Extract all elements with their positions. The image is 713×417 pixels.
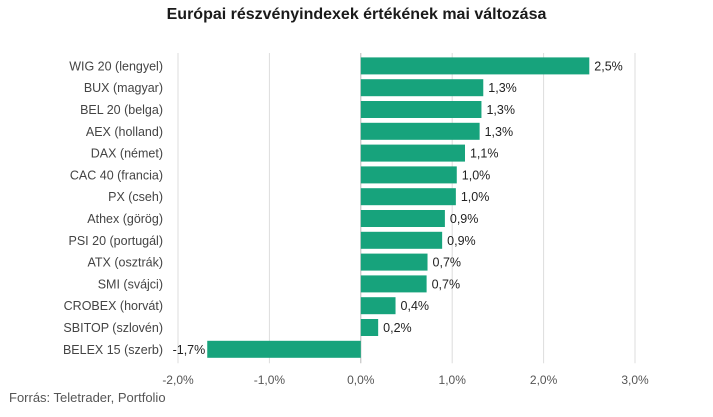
bar xyxy=(360,231,443,249)
labels: -2,0% -1,0% 0,0% 1,0% 2,0% 3,0% WIG 20 (lengye… xyxy=(63,59,649,387)
category-label: PX (cseh) xyxy=(108,190,163,204)
bar xyxy=(360,144,465,162)
category-label: SMI (svájci) xyxy=(98,277,163,291)
category-label: AEX (holland) xyxy=(86,125,163,139)
bar xyxy=(360,319,379,336)
bar xyxy=(360,188,456,206)
category-label: Athex (görög) xyxy=(87,212,163,226)
value-label: 0,2% xyxy=(383,321,412,335)
x-tick-label: 1,0% xyxy=(439,373,467,387)
category-label: ATX (osztrák) xyxy=(88,256,163,270)
value-label: 1,1% xyxy=(470,147,499,161)
bar xyxy=(360,57,590,75)
value-label: 1,3% xyxy=(486,103,515,117)
bar xyxy=(360,297,396,315)
value-label: 0,9% xyxy=(447,234,476,248)
value-label: 1,0% xyxy=(462,168,491,182)
bar xyxy=(360,253,428,271)
category-label: BEL 20 (belga) xyxy=(80,103,163,117)
bar xyxy=(207,340,361,358)
category-label: SBITOP (szlovén) xyxy=(63,321,163,335)
category-label: BUX (magyar) xyxy=(84,81,163,95)
category-label: BELEX 15 (szerb) xyxy=(63,343,163,357)
category-label: CROBEX (horvát) xyxy=(64,299,163,313)
x-tick-label: 3,0% xyxy=(621,373,649,387)
category-label: DAX (német) xyxy=(91,147,163,161)
bar xyxy=(360,79,484,97)
bar xyxy=(360,166,457,184)
x-tick-label: 0,0% xyxy=(347,373,375,387)
x-tick-label: 2,0% xyxy=(530,373,558,387)
chart-title: Európai részvényindexek értékének mai vá… xyxy=(166,6,547,23)
bars xyxy=(207,57,590,358)
category-label: CAC 40 (francia) xyxy=(70,168,163,182)
bar xyxy=(360,275,427,293)
x-tick-label: -2,0% xyxy=(162,373,194,387)
value-label: -1,7% xyxy=(173,343,206,357)
value-label: 0,7% xyxy=(432,277,461,291)
value-label: 1,3% xyxy=(488,81,517,95)
bar xyxy=(360,122,480,140)
bar xyxy=(360,210,445,227)
x-tick-label: -1,0% xyxy=(254,373,286,387)
value-label: 2,5% xyxy=(594,59,623,73)
value-label: 0,9% xyxy=(450,212,479,226)
source-note: Forrás: Teletrader, Portfolio xyxy=(9,390,166,405)
gridlines xyxy=(177,53,636,364)
category-label: PSI 20 (portugál) xyxy=(69,234,164,248)
category-label: WIG 20 (lengyel) xyxy=(69,59,163,73)
value-label: 0,7% xyxy=(433,256,462,270)
value-label: 1,3% xyxy=(485,125,514,139)
value-label: 1,0% xyxy=(461,190,490,204)
bar xyxy=(360,101,482,118)
value-label: 0,4% xyxy=(401,299,430,313)
